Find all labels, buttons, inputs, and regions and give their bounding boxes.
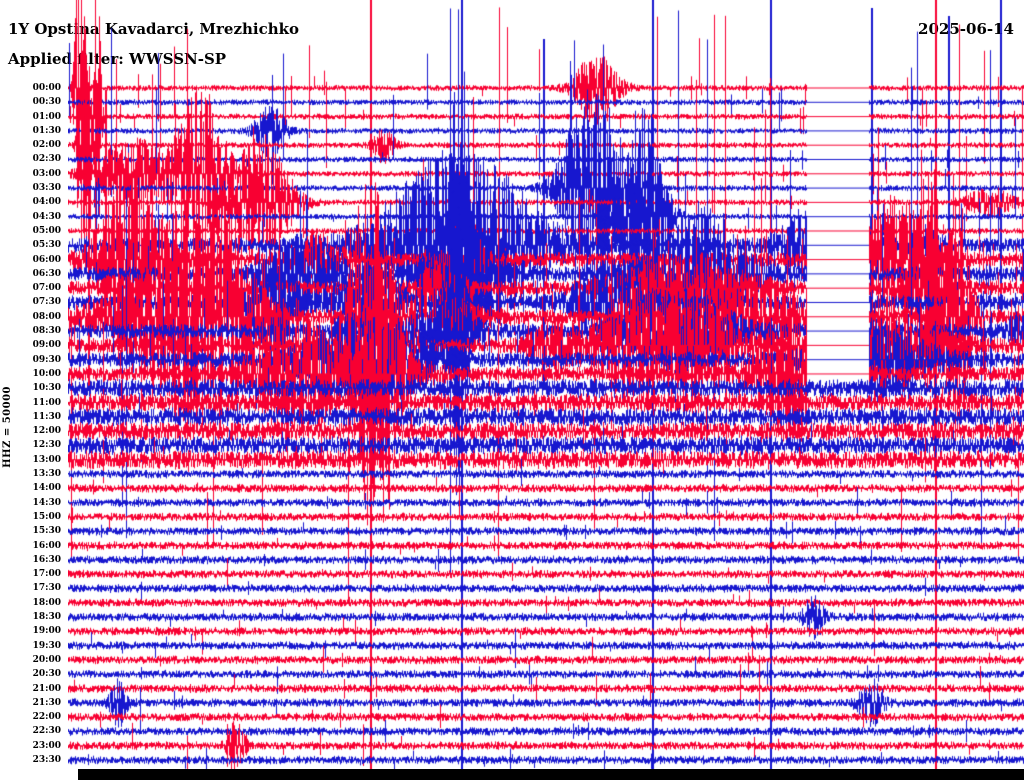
time-label: 09:30 — [32, 354, 61, 365]
seismogram-plot — [68, 0, 1024, 780]
time-label: 21:00 — [32, 683, 61, 694]
time-label: 09:00 — [32, 340, 61, 351]
time-label: 08:30 — [32, 326, 61, 337]
time-label: 19:30 — [32, 640, 61, 651]
time-label: 14:30 — [32, 497, 61, 508]
time-label: 01:00 — [32, 111, 61, 122]
time-label: 10:00 — [32, 368, 61, 379]
time-label: 11:00 — [32, 397, 61, 408]
time-label: 23:30 — [32, 755, 61, 765]
time-label: 16:00 — [32, 540, 61, 551]
time-label: 17:30 — [32, 583, 61, 594]
time-label: 22:30 — [32, 726, 61, 737]
time-label: 08:00 — [32, 311, 61, 322]
time-label: 00:30 — [32, 97, 61, 108]
time-label: 15:00 — [32, 511, 61, 522]
time-label: 18:00 — [32, 597, 61, 608]
time-label: 07:00 — [32, 283, 61, 294]
time-label: 05:00 — [32, 225, 61, 236]
time-label: 12:30 — [32, 440, 61, 451]
time-label: 00:00 — [32, 83, 61, 93]
time-label: 17:00 — [32, 569, 61, 580]
time-label: 13:00 — [32, 454, 61, 465]
time-label: 23:00 — [32, 740, 61, 751]
time-label: 04:00 — [32, 197, 61, 208]
time-label: 04:30 — [32, 211, 61, 222]
time-label: 18:30 — [32, 612, 61, 623]
time-label: 10:30 — [32, 383, 61, 394]
time-label: 22:00 — [32, 712, 61, 723]
time-label: 20:00 — [32, 654, 61, 665]
time-label: 02:30 — [32, 154, 61, 165]
time-label: 06:30 — [32, 268, 61, 279]
time-label: 03:30 — [32, 183, 61, 194]
time-label: 07:30 — [32, 297, 61, 308]
time-label: 02:00 — [32, 140, 61, 151]
time-label: 20:30 — [32, 669, 61, 680]
time-label: 19:00 — [32, 626, 61, 637]
time-label: 12:00 — [32, 426, 61, 437]
time-label: 01:30 — [32, 125, 61, 136]
bottom-black-bar — [78, 769, 1024, 780]
time-label: 21:30 — [32, 697, 61, 708]
time-label: 03:00 — [32, 168, 61, 179]
time-label: 15:30 — [32, 526, 61, 537]
time-label: 13:30 — [32, 469, 61, 480]
time-axis: 00:00 00:30 01:00 01:30 02:00 02:30 03:00 03:30… — [0, 0, 64, 780]
time-label: 05:30 — [32, 240, 61, 251]
time-label: 16:30 — [32, 554, 61, 565]
time-label: 11:30 — [32, 411, 61, 422]
time-label: 06:00 — [32, 254, 61, 265]
time-label: 14:00 — [32, 483, 61, 494]
